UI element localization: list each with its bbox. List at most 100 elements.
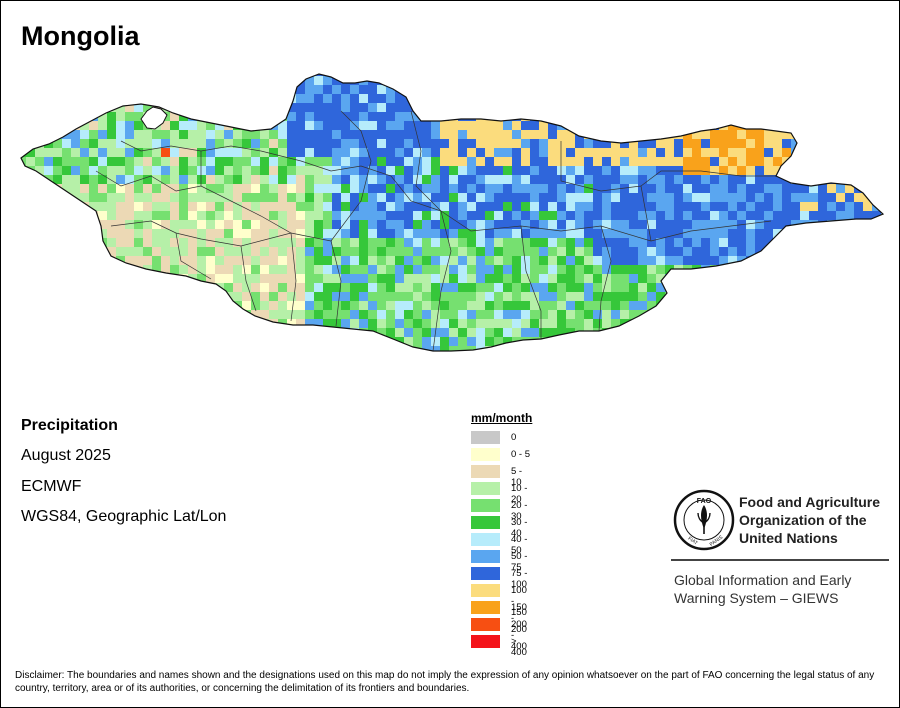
grid-cell: [485, 265, 494, 274]
grid-cell: [728, 238, 737, 247]
grid-cell: [539, 184, 548, 193]
grid-cell: [188, 76, 197, 85]
grid-cell: [611, 121, 620, 130]
grid-cell: [494, 76, 503, 85]
grid-cell: [377, 274, 386, 283]
grid-cell: [494, 139, 503, 148]
grid-cell: [863, 121, 872, 130]
grid-cell: [314, 238, 323, 247]
grid-cell: [323, 139, 332, 148]
grid-cell: [188, 103, 197, 112]
grid-cell: [845, 265, 854, 274]
grid-cell: [773, 211, 782, 220]
grid-cell: [377, 256, 386, 265]
grid-cell: [782, 148, 791, 157]
grid-cell: [773, 94, 782, 103]
grid-cell: [143, 148, 152, 157]
grid-cell: [719, 112, 728, 121]
grid-cell: [683, 220, 692, 229]
grid-cell: [656, 256, 665, 265]
grid-cell: [683, 319, 692, 328]
grid-cell: [197, 121, 206, 130]
grid-cell: [305, 319, 314, 328]
grid-cell: [26, 121, 35, 130]
grid-cell: [881, 283, 883, 292]
grid-cell: [890, 346, 899, 355]
grid-cell: [323, 157, 332, 166]
grid-cell: [575, 157, 584, 166]
grid-cell: [872, 310, 881, 319]
grid-cell: [21, 256, 26, 265]
grid-cell: [26, 157, 35, 166]
grid-cell: [242, 274, 251, 283]
grid-cell: [566, 274, 575, 283]
grid-cell: [368, 130, 377, 139]
grid-cell: [260, 184, 269, 193]
grid-cell: [449, 103, 458, 112]
grid-cell: [413, 328, 422, 337]
grid-cell: [395, 247, 404, 256]
grid-cell: [611, 76, 620, 85]
grid-cell: [557, 202, 566, 211]
grid-cell: [467, 76, 476, 85]
grid-cell: [638, 121, 647, 130]
grid-cell: [872, 274, 881, 283]
grid-cell: [98, 283, 107, 292]
grid-cell: [26, 247, 35, 256]
grid-cell: [170, 328, 179, 337]
grid-cell: [467, 247, 476, 256]
province-boundary: [640, 170, 776, 187]
grid-cell: [575, 166, 584, 175]
grid-cell: [359, 139, 368, 148]
grid-cell: [53, 121, 62, 130]
grid-cell: [260, 139, 269, 148]
grid-cell: [530, 175, 539, 184]
grid-cell: [26, 238, 35, 247]
grid-cell: [71, 211, 80, 220]
grid-cell: [89, 121, 98, 130]
grid-cell: [80, 256, 89, 265]
grid-cell: [755, 229, 764, 238]
grid-cell: [809, 193, 818, 202]
grid-cell: [764, 256, 773, 265]
grid-cell: [719, 310, 728, 319]
grid-cell: [179, 202, 188, 211]
legend-item: 30 - 40: [471, 514, 532, 539]
grid-cell: [395, 184, 404, 193]
grid-cell: [746, 283, 755, 292]
grid-cell: [791, 328, 800, 337]
grid-cell: [890, 202, 899, 211]
grid-cell: [683, 148, 692, 157]
grid-cell: [377, 202, 386, 211]
grid-cell: [152, 319, 161, 328]
grid-cell: [818, 301, 827, 310]
grid-cell: [845, 310, 854, 319]
grid-cell: [584, 238, 593, 247]
grid-cell: [206, 310, 215, 319]
grid-cell: [557, 346, 566, 351]
grid-cell: [854, 337, 863, 346]
grid-cell: [359, 283, 368, 292]
grid-cell: [44, 184, 53, 193]
disclaimer: Disclaimer: The boundaries and names sho…: [15, 670, 875, 694]
grid-cell: [260, 229, 269, 238]
svg-text:FAO: FAO: [697, 498, 712, 505]
grid-cell: [539, 193, 548, 202]
grid-cell: [827, 76, 836, 85]
grid-cell: [116, 247, 125, 256]
grid-cell: [224, 283, 233, 292]
grid-cell: [35, 211, 44, 220]
grid-cell: [782, 157, 791, 166]
grid-cell: [224, 229, 233, 238]
grid-cell: [377, 211, 386, 220]
grid-cell: [395, 310, 404, 319]
grid-cell: [494, 238, 503, 247]
grid-cell: [827, 274, 836, 283]
grid-cell: [323, 112, 332, 121]
grid-cell: [845, 319, 854, 328]
grid-cell: [692, 337, 701, 346]
grid-cell: [818, 202, 827, 211]
grid-cell: [746, 202, 755, 211]
grid-cell: [539, 94, 548, 103]
grid-cell: [710, 256, 719, 265]
